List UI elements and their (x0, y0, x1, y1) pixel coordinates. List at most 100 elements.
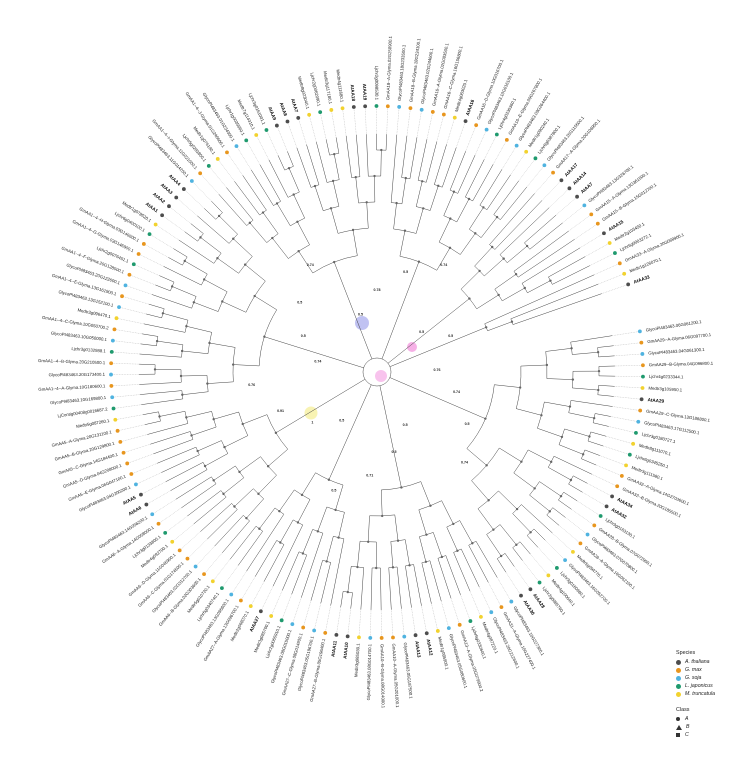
branch (433, 532, 443, 558)
internal-node (404, 176, 407, 180)
branch (581, 458, 597, 466)
internal-node (484, 326, 488, 329)
internal-node (533, 487, 536, 490)
leaf-guide-line (589, 252, 617, 266)
branch (233, 238, 253, 257)
branch (222, 301, 247, 313)
branch (443, 191, 455, 216)
leaf-guide-line (313, 603, 321, 633)
bootstrap-value: 0.5 (339, 418, 344, 422)
species-marker (640, 386, 645, 390)
leaf-label: AtAA11 (330, 640, 338, 657)
leaf-label: Medtr1g085900.1 (437, 636, 450, 671)
branch (229, 526, 257, 560)
leaf-guide-line (599, 455, 628, 467)
branch (419, 536, 427, 562)
species-marker (244, 138, 249, 143)
internal-node (192, 301, 196, 304)
leaf-guide-line (612, 330, 642, 336)
leaf-label: AtAA18 (350, 84, 356, 101)
species-marker (296, 116, 301, 120)
leaf-guide-line (358, 609, 362, 640)
internal-node (559, 494, 563, 498)
branch (437, 558, 452, 599)
bootstrap-value: 0.74 (440, 263, 447, 267)
bootstrap-value: 0.5 (448, 334, 453, 338)
branch (415, 208, 424, 234)
branch (301, 533, 324, 598)
branch (544, 401, 570, 407)
leaf-guide-line (109, 384, 140, 387)
leaf-label: GlycoPl483463.08G014700.1 (366, 643, 372, 700)
leaf-label: GmAA1--4--B-Glyma.20G210500.1 (38, 358, 106, 365)
internal-node (223, 445, 226, 449)
leaf-label: Medtr8g023040.1 (297, 76, 311, 110)
internal-node (206, 382, 209, 385)
internal-node (581, 453, 585, 456)
branch (207, 381, 234, 384)
branch (191, 426, 217, 436)
species-marker (639, 397, 644, 402)
species-marker (189, 179, 194, 183)
species-marker (215, 157, 220, 161)
species-marker (559, 178, 564, 183)
leaf-guide-line (552, 532, 575, 554)
leaf-label: Medtr3g085030.1 (353, 643, 360, 678)
internal-node (514, 273, 518, 276)
branch (460, 233, 476, 255)
species-swatch (676, 659, 681, 665)
branch (333, 154, 340, 180)
branch (151, 294, 192, 309)
branch (335, 137, 340, 154)
internal-node (456, 549, 459, 552)
internal-node (354, 175, 357, 179)
branch (512, 293, 602, 325)
species-marker (489, 610, 494, 615)
species-marker (193, 564, 198, 569)
internal-node (424, 560, 428, 564)
species-marker (641, 363, 645, 368)
leaf-guide-line (280, 594, 292, 623)
species-marker (368, 636, 373, 640)
leaf-guide-line (565, 517, 590, 536)
internal-node (474, 232, 477, 235)
leaf-guide-line (386, 104, 389, 135)
leaf-guide-line (601, 283, 631, 294)
bootstrap-value: 0.74 (461, 461, 468, 465)
internal-node (155, 339, 159, 343)
internal-node (203, 464, 207, 468)
bootstrap-value: 0.5 (331, 488, 336, 492)
branch (460, 548, 480, 588)
internal-node (279, 541, 282, 544)
branch (246, 498, 264, 519)
species-marker (290, 622, 295, 627)
leaf-guide-line (493, 138, 508, 165)
leaf-guide-line (596, 464, 624, 477)
species-marker (109, 372, 113, 377)
leaf-guide-line (436, 112, 445, 142)
leaf-guide-line (579, 232, 606, 248)
internal-node (499, 554, 503, 558)
internal-node (153, 368, 157, 371)
leaf-guide-line (431, 603, 439, 633)
leaf-guide-line (147, 232, 174, 249)
branch (401, 135, 408, 178)
branch (347, 566, 352, 593)
bootstrap-value: 0.76 (433, 368, 440, 372)
leaf-guide-line (118, 434, 148, 443)
branch (142, 411, 159, 415)
species-marker (474, 123, 479, 128)
branch (360, 567, 364, 610)
branch (471, 480, 489, 501)
species-marker (160, 213, 165, 218)
internal-node (271, 236, 274, 240)
internal-node (391, 566, 395, 569)
branch (545, 348, 572, 352)
internal-node (421, 180, 424, 183)
branch (272, 237, 289, 259)
leaf-guide-line (170, 523, 194, 544)
internal-node (592, 416, 596, 420)
leaf-guide-line (123, 284, 153, 295)
legend-species-item: A. thaliana (676, 658, 750, 666)
internal-node (287, 166, 291, 170)
